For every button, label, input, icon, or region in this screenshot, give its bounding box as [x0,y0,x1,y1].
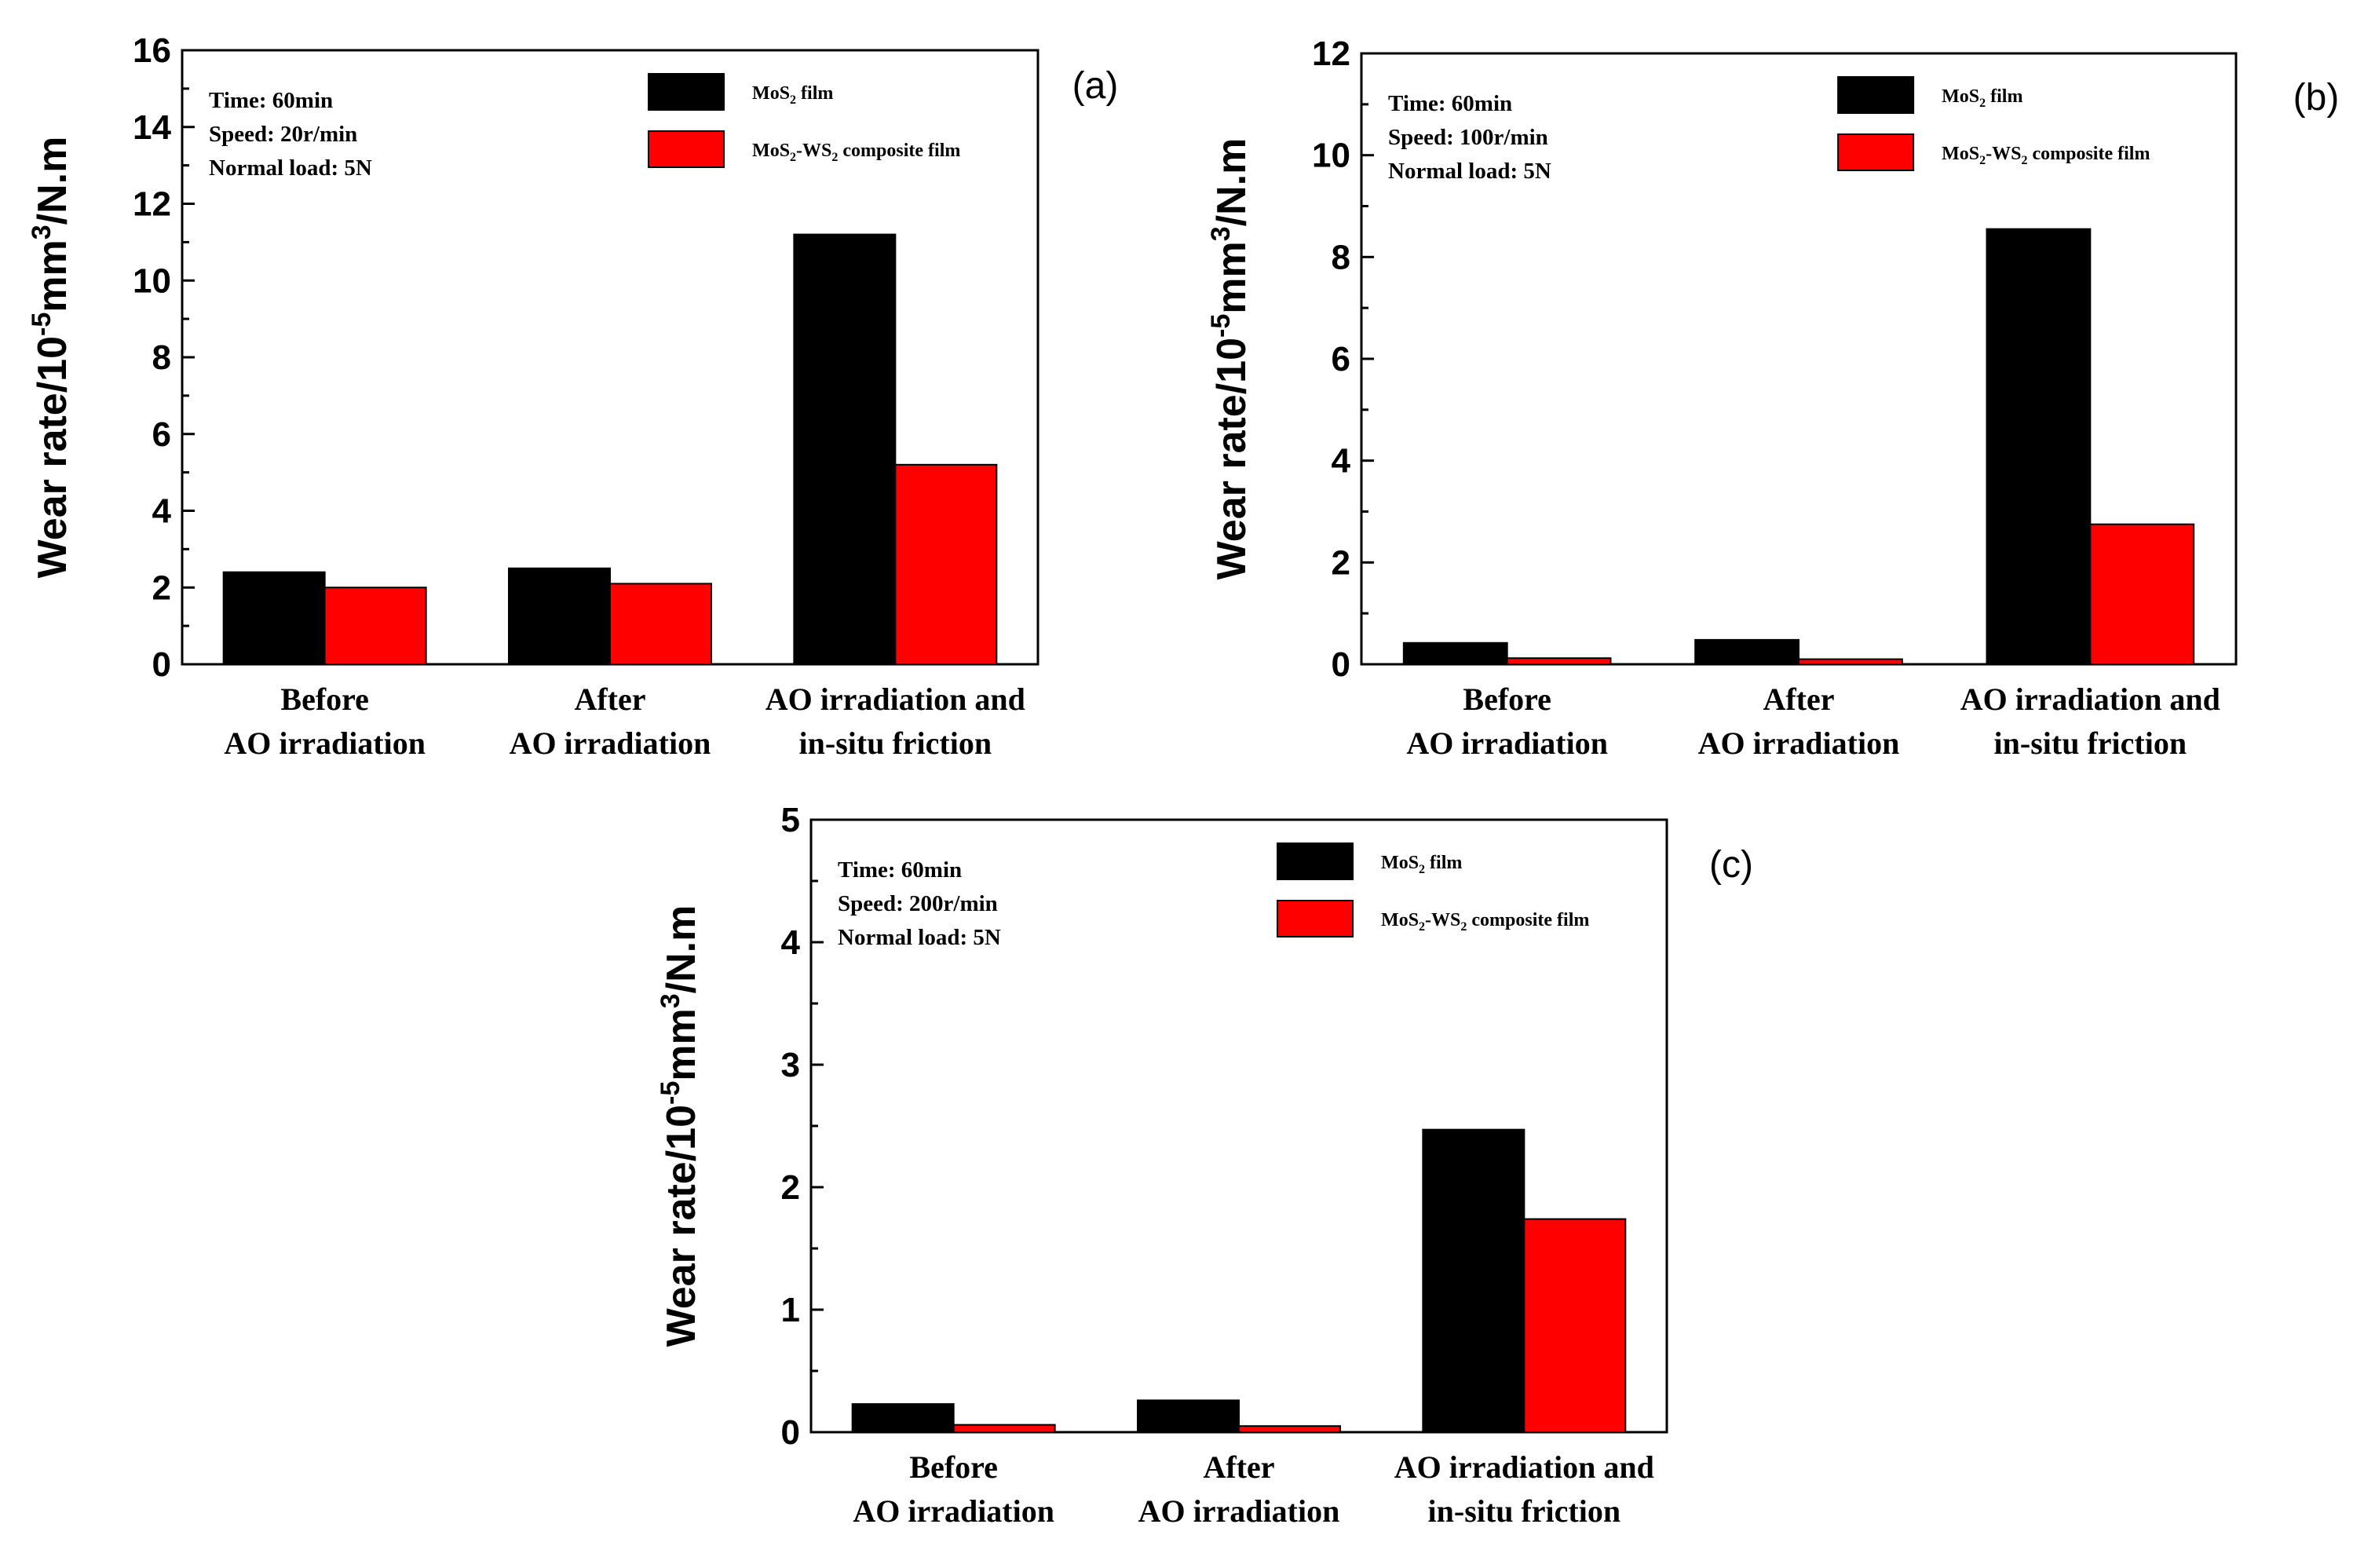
y-tick-label: 2 [1332,543,1350,582]
bar-mos2-0 [1402,641,1508,666]
bar-mos2-0 [851,1403,955,1433]
panel-label: (a) [1072,65,1119,107]
category-label: Before [280,682,369,717]
y-tick-label: 3 [781,1046,800,1084]
bar-mos2-ws2-2 [2089,523,2195,665]
y-tick-label: 8 [1332,238,1350,276]
category-label: in-situ friction [1428,1493,1621,1529]
category-label: AO irradiation [1698,726,1900,761]
y-tick-label: 10 [133,261,171,300]
chart-panel-c: 0 1 2 3 4 5 Wear rate/10-5mm3/N.m Before AO irra… [656,801,1753,1529]
bar-mos2-ws2-0 [952,1424,1056,1434]
y-tick-label: 12 [133,185,171,224]
bar-mos2-2 [793,233,897,666]
bar-mos2-1 [1137,1399,1240,1434]
y-tick-label: 4 [1332,442,1351,481]
condition-text: Normal load: 5N [209,155,372,181]
category-label: Before [1463,682,1551,717]
category-label: in-situ friction [799,726,992,761]
condition-text: Speed: 100r/min [1388,125,1548,150]
bar-mos2-ws2-1 [609,583,712,665]
legend-label: MoS2 film [1942,86,2022,110]
panel-label: (c) [1709,844,1753,886]
chart-panel-b: 0 2 4 6 8 10 12 Wear rate/10-5mm3/N.m Before AO i… [1206,35,2340,761]
y-tick-label: 4 [781,923,801,962]
bar-mos2-2 [1986,228,2092,665]
y-tick-label: 0 [152,645,171,684]
legend-swatch [648,130,725,168]
legend-label: MoS2-WS2 composite film [1942,144,2150,167]
condition-text: Time: 60min [838,857,962,883]
condition-text: Speed: 20r/min [209,122,357,147]
legend-label: MoS2 film [752,83,833,107]
bar-mos2-2 [1422,1128,1525,1433]
y-tick-label: 4 [152,492,172,531]
y-tick-label: 14 [133,108,171,147]
category-label: AO irradiation and [1394,1449,1654,1485]
legend-label: MoS2 film [1381,853,1462,876]
y-tick-label: 2 [781,1168,800,1207]
y-tick-label: 6 [152,415,171,454]
bar-mos2-ws2-0 [1506,657,1612,665]
legend-swatch [1837,133,1915,171]
y-tick-label: 8 [152,338,171,377]
condition-text: Normal load: 5N [1388,159,1551,184]
condition-text: Normal load: 5N [838,925,1001,950]
bar-mos2-0 [222,571,326,666]
bar-mos2-1 [1694,638,1800,666]
y-axis-label: Wear rate/10-5mm3/N.m [656,905,704,1347]
category-label: AO irradiation [853,1493,1054,1529]
y-tick-label: 0 [781,1413,800,1452]
y-tick-label: 2 [152,568,171,607]
category-label: AO irradiation and [765,682,1025,717]
chart-panel-a: 0 2 4 6 8 10 12 14 16 Wear rate/10-5mm3/N.m Before… [27,31,1118,761]
panel-label: (b) [2293,77,2340,119]
bar-mos2-ws2-2 [1523,1218,1627,1433]
bar-mos2-ws2-1 [1238,1425,1341,1434]
bar-mos2-ws2-1 [1798,658,1903,665]
legend-swatch [1277,842,1354,880]
category-label: AO irradiation [224,726,426,761]
y-tick-label: 6 [1332,340,1350,378]
y-tick-label: 5 [781,801,800,839]
category-label: After [574,682,645,717]
y-tick-label: 1 [781,1291,800,1329]
y-tick-label: 0 [1332,645,1350,684]
legend-swatch [1277,900,1354,938]
bar-mos2-ws2-2 [894,463,998,665]
y-axis-label: Wear rate/10-5mm3/N.m [27,137,75,579]
bar-mos2-ws2-0 [323,587,427,665]
category-label: AO irradiation and [1960,682,2220,717]
condition-text: Time: 60min [209,88,333,113]
category-label: in-situ friction [1994,726,2187,761]
y-tick-label: 12 [1312,35,1350,73]
legend-swatch [1837,76,1915,114]
category-label: After [1763,682,1834,717]
legend-label: MoS2-WS2 composite film [1381,910,1589,934]
category-label: AO irradiation [1406,726,1608,761]
condition-text: Time: 60min [1388,91,1512,116]
legend-label: MoS2-WS2 composite film [752,141,960,164]
y-tick-label: 10 [1312,137,1350,175]
y-axis-label: Wear rate/10-5mm3/N.m [1206,138,1255,580]
bar-mos2-1 [508,567,611,665]
category-label: AO irradiation [510,726,711,761]
category-label: Before [909,1449,998,1485]
category-label: AO irradiation [1138,1493,1340,1529]
condition-text: Speed: 200r/min [838,891,998,916]
legend-swatch [648,73,725,111]
y-tick-label: 16 [133,31,171,70]
category-label: After [1203,1449,1274,1485]
